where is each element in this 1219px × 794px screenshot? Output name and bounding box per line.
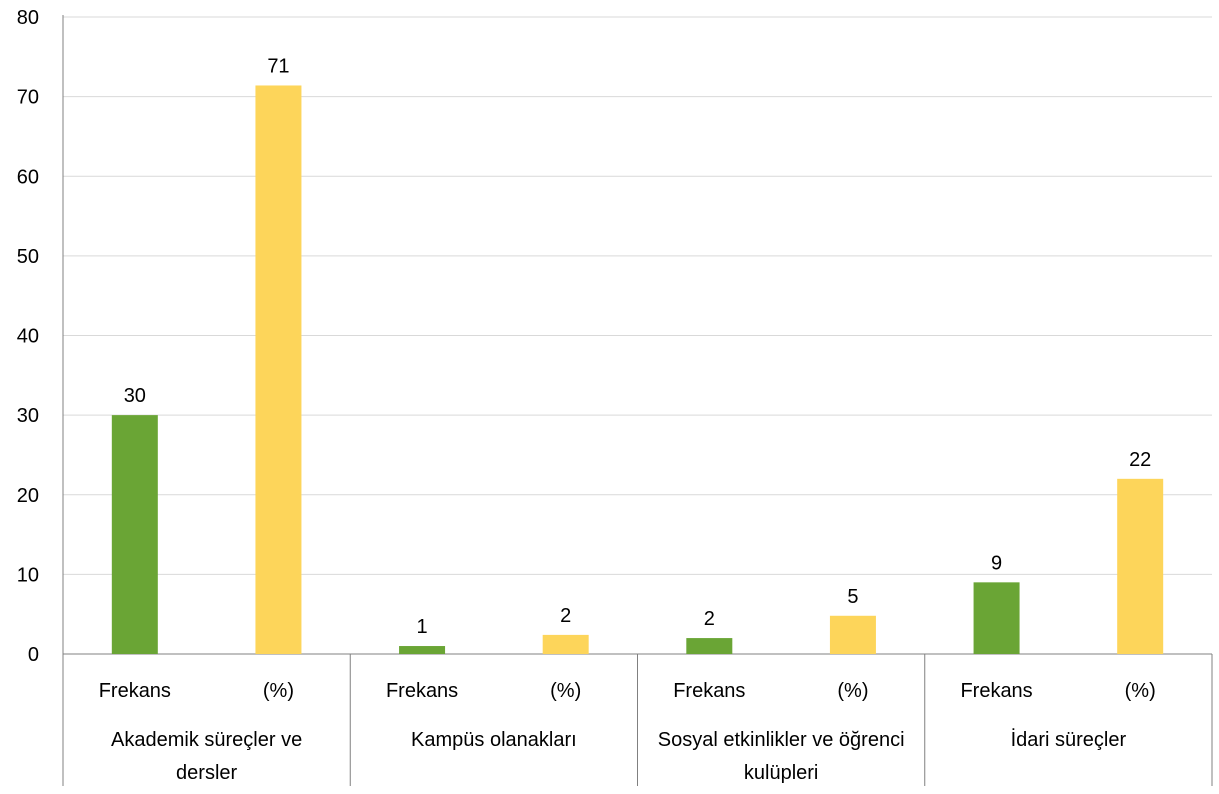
category-label-2-1: (%) bbox=[837, 680, 868, 702]
data-label-3-1: 22 bbox=[1129, 449, 1151, 471]
y-tick-label-0: 0 bbox=[28, 644, 39, 666]
category-label-0-0: Frekans bbox=[99, 680, 171, 702]
data-label-1-1: 2 bbox=[560, 605, 571, 627]
data-label-1-0: 1 bbox=[417, 616, 428, 638]
y-tick-label-50: 50 bbox=[17, 246, 39, 268]
data-label-3-0: 9 bbox=[991, 552, 1002, 574]
group-label-2-0: Sosyal etkinlikler ve öğrenci bbox=[658, 729, 905, 751]
group-label-0-1: dersler bbox=[176, 762, 237, 784]
category-label-1-1: (%) bbox=[550, 680, 581, 702]
y-tick-label-10: 10 bbox=[17, 564, 39, 586]
bar-1-0 bbox=[399, 646, 446, 654]
y-tick-label-60: 60 bbox=[17, 166, 39, 188]
category-label-3-1: (%) bbox=[1125, 680, 1156, 702]
labels: 0 10 20 30 40 50 60 70 80 30 Frekans 71 (%) Akademik … bbox=[17, 7, 1156, 784]
bar-0-1 bbox=[255, 85, 302, 655]
bar-0-0 bbox=[111, 415, 158, 654]
data-label-0-0: 30 bbox=[124, 385, 146, 407]
data-label-2-1: 5 bbox=[847, 586, 858, 608]
y-tick-label-80: 80 bbox=[17, 7, 39, 29]
category-label-1-0: Frekans bbox=[386, 680, 458, 702]
bars bbox=[111, 85, 1164, 655]
bar-2-0 bbox=[686, 638, 733, 654]
bar-1-1 bbox=[542, 634, 589, 654]
y-tick-label-70: 70 bbox=[17, 87, 39, 109]
axes bbox=[62, 15, 1213, 786]
category-label-2-0: Frekans bbox=[673, 680, 745, 702]
y-tick-label-30: 30 bbox=[17, 405, 39, 427]
group-label-1-0: Kampüs olanakları bbox=[411, 729, 577, 751]
category-label-3-0: Frekans bbox=[960, 680, 1032, 702]
bar-2-1 bbox=[829, 615, 876, 654]
data-label-0-1: 71 bbox=[267, 55, 289, 77]
y-tick-label-20: 20 bbox=[17, 485, 39, 507]
gridlines bbox=[63, 16, 1212, 575]
category-label-0-1: (%) bbox=[263, 680, 294, 702]
group-label-3-0: İdari süreçler bbox=[1011, 728, 1127, 751]
y-tick-label-40: 40 bbox=[17, 326, 39, 348]
bar-3-1 bbox=[1117, 478, 1164, 654]
data-label-2-0: 2 bbox=[704, 608, 715, 630]
bar-3-0 bbox=[973, 582, 1020, 654]
group-label-0-0: Akademik süreçler ve bbox=[111, 729, 302, 751]
group-label-2-1: kulüpleri bbox=[744, 762, 818, 784]
